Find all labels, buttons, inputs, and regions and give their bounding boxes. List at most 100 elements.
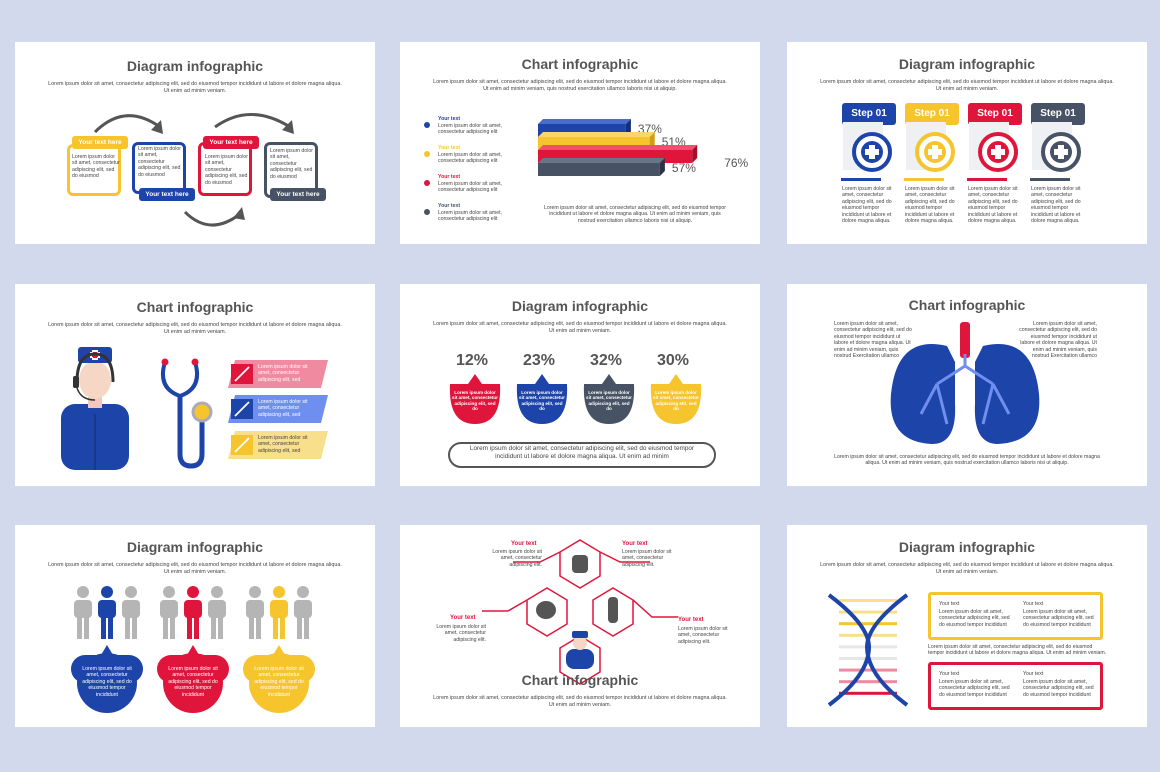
bubble-text-yellow: Lorem ipsum dolor sit amet, consectetur … xyxy=(254,666,304,698)
slide-title: Diagram infographic xyxy=(898,539,1036,555)
bar xyxy=(538,158,665,176)
banner-text-1: Lorem ipsum dolor sit amet, consectetur … xyxy=(258,364,308,383)
percent-text: Lorem ipsum dolor sit amet, consectetur … xyxy=(653,390,699,412)
percent-value: 12% xyxy=(456,352,489,369)
slide-title: Chart infographic xyxy=(521,672,639,688)
hex-diagram xyxy=(482,539,678,685)
slide-subtitle: Lorem ipsum dolor sit amet, consectetur … xyxy=(820,562,1114,575)
dna-rung xyxy=(839,668,897,672)
cycle-tag-red[interactable]: Your text here xyxy=(203,136,259,149)
step-medical-icon xyxy=(841,122,892,181)
hex-text-top-right: Lorem ipsum dolor sit amet, consectetur … xyxy=(622,549,672,568)
doctor-illustration xyxy=(61,347,328,470)
legend-label: Your text xyxy=(438,203,461,209)
banner-text-3: Lorem ipsum dolor sit amet, consectetur … xyxy=(258,435,308,454)
slide-chart-lungs[interactable]: Chart infographic Lorem ipsum dolor sit … xyxy=(787,284,1147,486)
hex-label-top-right: Your text xyxy=(622,541,648,547)
percent-text: Lorem ipsum dolor sit amet, consectetur … xyxy=(586,390,632,412)
hex-label-mid-left: Your text xyxy=(450,615,476,621)
step-medical-icon xyxy=(904,122,955,181)
info-bubble xyxy=(243,645,315,713)
hex-label-mid-right: Your text xyxy=(678,617,704,623)
person-icon xyxy=(294,586,312,639)
dna-mid-text: Lorem ipsum dolor sit amet, consectetur … xyxy=(928,644,1107,657)
slide-chart-doctor[interactable]: Chart infographic Lorem ipsum dolor sit … xyxy=(15,284,375,486)
legend-label: Your text xyxy=(438,174,461,180)
slide-subtitle: Lorem ipsum dolor sit amet, consectetur … xyxy=(48,562,342,575)
percent-text: Lorem ipsum dolor sit amet, consectetur … xyxy=(452,390,498,412)
legend-text: Lorem ipsum dolor sit amet, consectetur … xyxy=(438,210,503,223)
slide-chart-bars[interactable]: Chart infographic Lorem ipsum dolor sit … xyxy=(400,42,760,244)
slide-title: Chart infographic xyxy=(908,297,1026,313)
slide-chart-hex[interactable]: Your text Lorem ipsum dolor sit amet, co… xyxy=(400,525,760,727)
step-tab: Step 01 xyxy=(968,103,1022,125)
dna-label-3: Your text xyxy=(939,671,960,677)
dna-text-1: Lorem ipsum dolor sit amet, consectetur … xyxy=(939,609,1010,628)
slide-subtitle: Lorem ipsum dolor sit amet, consectetur … xyxy=(48,81,342,94)
person-icon xyxy=(160,586,178,639)
banner-text-2: Lorem ipsum dolor sit amet, consectetur … xyxy=(258,399,308,418)
person-icon xyxy=(208,586,226,639)
slide-title: Chart infographic xyxy=(136,299,254,315)
dna-helix xyxy=(827,593,909,707)
legend-text: Lorem ipsum dolor sit amet, consectetur … xyxy=(438,181,503,194)
legend-dot xyxy=(424,180,430,186)
percent-value: 30% xyxy=(657,352,690,369)
slide-title: Diagram infographic xyxy=(126,539,264,555)
cycle-tag-gray[interactable]: Your text here xyxy=(270,188,326,201)
cycle-tag-yellow[interactable]: Your text here xyxy=(72,136,128,149)
dna-label-2: Your text xyxy=(1023,601,1044,607)
slide-diagram-dna[interactable]: Diagram infographic Lorem ipsum dolor si… xyxy=(787,525,1147,727)
person-icon xyxy=(184,586,202,639)
step-text: Lorem ipsum dolor sit amet, consectetur … xyxy=(1031,186,1081,225)
percent-bubble xyxy=(583,374,635,424)
dna-rung xyxy=(839,622,897,626)
slide-subtitle: Lorem ipsum dolor sit amet, consectetur … xyxy=(433,695,727,708)
step-tab: Step 01 xyxy=(905,103,959,125)
cycle-text-yellow: Lorem ipsum dolor sit amet, consectetur … xyxy=(72,154,120,180)
step-medical-icon xyxy=(967,122,1018,181)
dna-text-4: Lorem ipsum dolor sit amet, consectetur … xyxy=(1023,679,1094,698)
bar-value-label: 57% xyxy=(672,161,696,175)
dna-rung xyxy=(839,680,897,684)
percent-value: 32% xyxy=(590,352,623,369)
person-icon xyxy=(270,586,288,639)
dna-rung xyxy=(839,691,897,695)
step-text: Lorem ipsum dolor sit amet, consectetur … xyxy=(842,186,892,225)
person-icon xyxy=(246,586,264,639)
slide-subtitle: Lorem ipsum dolor sit amet, consectetur … xyxy=(433,321,727,334)
person-icon xyxy=(74,586,92,639)
dna-label-1: Your text xyxy=(939,601,960,607)
cycle-text-gray: Lorem ipsum dolor sit amet, consectetur … xyxy=(270,148,313,180)
dna-text-2: Lorem ipsum dolor sit amet, consectetur … xyxy=(1023,609,1094,628)
slide-diagram-steps[interactable]: Diagram infographic Lorem ipsum dolor si… xyxy=(787,42,1147,244)
slide-diagram-percent[interactable]: Diagram infographic Lorem ipsum dolor si… xyxy=(400,284,760,486)
lungs-right-text: Lorem ipsum dolor sit amet, consectetur … xyxy=(1019,321,1097,360)
cycle-text-red: Lorem ipsum dolor sit amet, consectetur … xyxy=(205,154,248,186)
percent-bubble xyxy=(449,374,501,424)
legend-dot xyxy=(424,122,430,128)
hex-text-mid-left: Lorem ipsum dolor sit amet, consectetur … xyxy=(436,624,486,643)
step-text: Lorem ipsum dolor sit amet, consectetur … xyxy=(905,186,955,225)
dna-box-red xyxy=(928,662,1103,710)
lungs-left-text: Lorem ipsum dolor sit amet, consectetur … xyxy=(834,321,912,360)
dna-text-3: Lorem ipsum dolor sit amet, consectetur … xyxy=(939,679,1010,698)
legend-dot xyxy=(424,151,430,157)
cycle-tag-blue[interactable]: Your text here xyxy=(139,188,195,201)
step-text: Lorem ipsum dolor sit amet, consectetur … xyxy=(968,186,1018,225)
cycle-arrows xyxy=(93,113,294,227)
slide-title: Chart infographic xyxy=(521,56,639,72)
legend-dot xyxy=(424,209,430,215)
percent-text: Lorem ipsum dolor sit amet, consectetur … xyxy=(519,390,565,412)
person-icon xyxy=(122,586,140,639)
slide-diagram-cycle[interactable]: Diagram infographic Lorem ipsum dolor si… xyxy=(15,42,375,244)
footer-pill xyxy=(448,442,716,468)
dna-box-yellow xyxy=(928,592,1103,640)
people-icons xyxy=(71,586,315,713)
step-medical-icon xyxy=(1030,122,1081,181)
slide-diagram-people[interactable]: Diagram infographic Lorem ipsum dolor si… xyxy=(15,525,375,727)
lungs-illustration xyxy=(890,322,1040,444)
dna-rung xyxy=(839,599,897,602)
slide-title: Diagram infographic xyxy=(898,56,1036,72)
slide-subtitle: Lorem ipsum dolor sit amet, consectetur … xyxy=(48,322,342,335)
